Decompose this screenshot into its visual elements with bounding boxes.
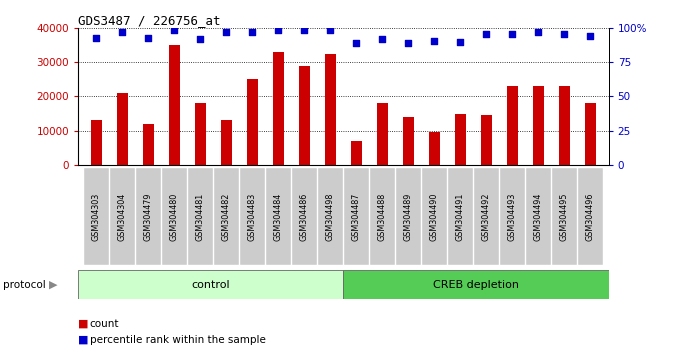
Text: GSM304303: GSM304303 xyxy=(92,193,101,241)
Point xyxy=(273,27,284,33)
Text: GSM304480: GSM304480 xyxy=(170,193,179,241)
Text: GSM304492: GSM304492 xyxy=(482,193,491,241)
Bar xyxy=(116,93,129,165)
Bar xyxy=(552,169,577,265)
Text: GSM304496: GSM304496 xyxy=(586,193,595,241)
Bar xyxy=(188,169,213,265)
Bar xyxy=(558,86,571,165)
Text: GSM304495: GSM304495 xyxy=(560,193,569,241)
Bar xyxy=(110,169,135,265)
Bar xyxy=(247,79,258,165)
Bar xyxy=(578,169,603,265)
Point xyxy=(247,30,258,35)
Point xyxy=(403,40,414,46)
Point xyxy=(507,31,518,36)
Bar xyxy=(422,169,447,265)
Text: GSM304487: GSM304487 xyxy=(352,193,361,241)
Point xyxy=(585,34,596,39)
Bar xyxy=(273,52,284,165)
Text: percentile rank within the sample: percentile rank within the sample xyxy=(90,335,266,345)
Text: GSM304491: GSM304491 xyxy=(456,193,465,241)
Bar xyxy=(220,120,233,165)
Point xyxy=(221,30,232,35)
Text: GDS3487 / 226756_at: GDS3487 / 226756_at xyxy=(78,14,221,27)
Text: GSM304484: GSM304484 xyxy=(274,193,283,241)
Text: GSM304483: GSM304483 xyxy=(248,193,257,241)
Bar xyxy=(500,169,525,265)
Bar xyxy=(214,169,239,265)
Text: GSM304486: GSM304486 xyxy=(300,193,309,241)
Point xyxy=(117,30,128,35)
Text: GSM304490: GSM304490 xyxy=(430,193,439,241)
Bar xyxy=(474,169,499,265)
Bar xyxy=(344,169,369,265)
Text: ▶: ▶ xyxy=(49,280,57,290)
Text: GSM304489: GSM304489 xyxy=(404,193,413,241)
Bar xyxy=(507,86,518,165)
Bar xyxy=(78,270,343,299)
Bar xyxy=(299,66,310,165)
Point xyxy=(377,36,388,42)
Bar xyxy=(266,169,291,265)
Point xyxy=(559,31,570,36)
Point xyxy=(481,31,492,36)
Bar xyxy=(428,132,440,165)
Point xyxy=(143,35,154,41)
Bar xyxy=(403,117,414,165)
Text: CREB depletion: CREB depletion xyxy=(433,280,519,290)
Bar xyxy=(292,169,317,265)
Text: GSM304482: GSM304482 xyxy=(222,193,231,241)
Bar xyxy=(370,169,395,265)
Point xyxy=(169,27,180,33)
Bar xyxy=(143,124,154,165)
Bar xyxy=(90,120,102,165)
Point xyxy=(195,36,206,42)
Text: GSM304479: GSM304479 xyxy=(144,193,153,241)
Bar xyxy=(396,169,421,265)
Point xyxy=(533,30,544,35)
Bar xyxy=(351,141,362,165)
Point xyxy=(299,27,310,33)
Text: protocol: protocol xyxy=(3,280,46,290)
Point xyxy=(351,40,362,46)
Bar xyxy=(240,169,265,265)
Bar xyxy=(454,114,466,165)
Bar xyxy=(169,45,180,165)
Point xyxy=(455,39,466,45)
Text: GSM304488: GSM304488 xyxy=(378,193,387,241)
Bar xyxy=(532,86,544,165)
Bar xyxy=(162,169,187,265)
Text: count: count xyxy=(90,319,119,329)
Point xyxy=(325,27,336,33)
Text: control: control xyxy=(192,280,230,290)
Bar xyxy=(194,103,206,165)
Bar xyxy=(448,169,473,265)
Bar xyxy=(136,169,161,265)
Text: GSM304493: GSM304493 xyxy=(508,193,517,241)
Bar xyxy=(318,169,343,265)
Point xyxy=(429,38,440,44)
Bar xyxy=(324,54,336,165)
Text: ■: ■ xyxy=(78,319,88,329)
Bar xyxy=(526,169,551,265)
Text: GSM304494: GSM304494 xyxy=(534,193,543,241)
Text: ■: ■ xyxy=(78,335,88,345)
Text: GSM304481: GSM304481 xyxy=(196,193,205,241)
Bar xyxy=(84,169,109,265)
Point xyxy=(91,35,102,41)
Bar xyxy=(377,103,388,165)
Bar xyxy=(585,103,596,165)
Text: GSM304304: GSM304304 xyxy=(118,193,127,241)
Text: GSM304498: GSM304498 xyxy=(326,193,335,241)
Bar xyxy=(343,270,609,299)
Bar xyxy=(481,115,492,165)
